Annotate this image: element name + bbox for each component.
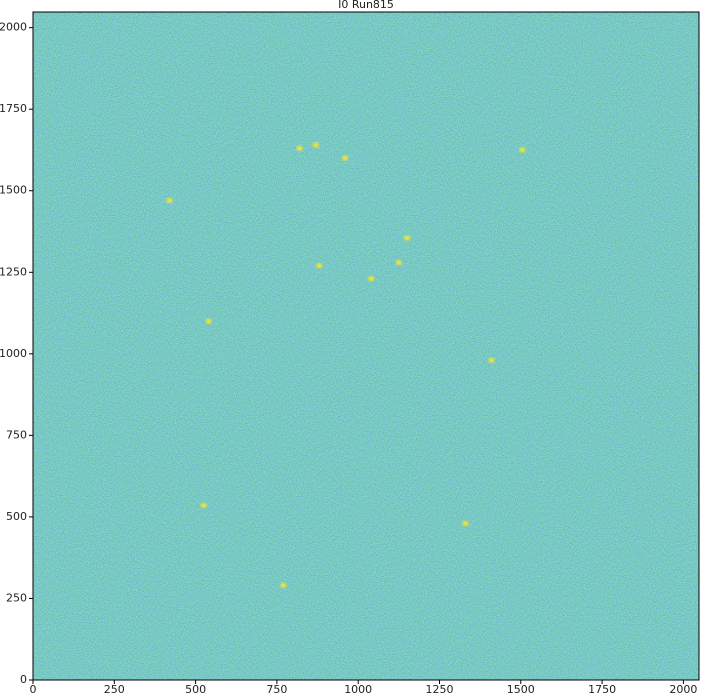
- bright-spot: [342, 156, 348, 161]
- x-tick-label: 2000: [669, 683, 697, 694]
- y-tick-label: 500: [6, 510, 27, 523]
- y-tick-label: 1750: [0, 102, 27, 115]
- x-tick-label: 1750: [588, 683, 616, 694]
- bright-spot: [368, 276, 374, 281]
- bright-spot: [206, 319, 212, 324]
- bright-spot: [316, 263, 322, 268]
- bright-spot: [167, 198, 173, 203]
- y-tick-label: 1500: [0, 184, 27, 197]
- bright-spot: [489, 358, 495, 363]
- y-tick-label: 2000: [0, 21, 27, 34]
- y-tick-label: 0: [20, 673, 27, 686]
- bright-spot: [280, 583, 286, 588]
- bright-spot: [463, 521, 469, 526]
- chart: I0 Run815 0 250 500 750 1000 1250 1500 1750 2000…: [0, 0, 702, 694]
- bright-spot: [201, 503, 207, 508]
- chart-title: I0 Run815: [338, 0, 394, 11]
- x-tick-label: 1250: [425, 683, 453, 694]
- y-tick-label: 1000: [0, 347, 27, 360]
- bright-spot: [519, 147, 525, 152]
- bright-spot: [404, 236, 410, 241]
- bright-spot: [313, 143, 319, 148]
- y-tick-label: 1250: [0, 265, 27, 278]
- x-tick-label: 0: [30, 683, 37, 694]
- bright-spot: [396, 260, 402, 265]
- x-tick-label: 750: [266, 683, 287, 694]
- x-tick-label: 250: [104, 683, 125, 694]
- bright-spot: [297, 146, 303, 151]
- x-tick-label: 500: [185, 683, 206, 694]
- y-tick-label: 750: [6, 428, 27, 441]
- y-tick-label: 250: [6, 591, 27, 604]
- image-noise: [33, 12, 699, 680]
- x-tick-label: 1500: [507, 683, 535, 694]
- x-tick-label: 1000: [344, 683, 372, 694]
